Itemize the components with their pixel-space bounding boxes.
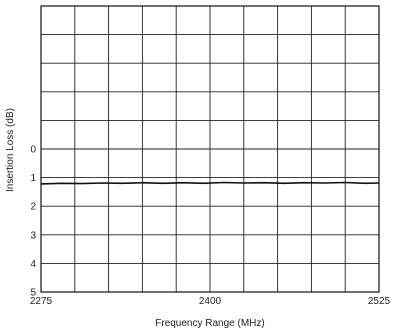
y-tick-label: 5 (30, 288, 36, 299)
series-layer (40, 181, 380, 185)
x-tick-label: 2400 (199, 296, 222, 307)
grid-lines (41, 6, 379, 292)
y-tick-label: 2 (30, 202, 36, 213)
y-tick-labels: 0 1 2 3 4 5 (30, 145, 36, 299)
y-tick-label: 1 (30, 173, 36, 184)
x-tick-labels: 2275 2400 2525 (30, 296, 391, 307)
y-tick-label: 4 (30, 259, 36, 270)
x-tick-label: 2525 (368, 296, 391, 307)
x-axis-title: Frequency Range (MHz) (155, 318, 264, 329)
plot-frame (40, 5, 380, 293)
y-axis-title: Insertion Loss (dB) (5, 108, 16, 192)
series-line-0 (40, 181, 380, 185)
x-tick-label: 2275 (30, 296, 53, 307)
y-tick-label: 0 (30, 145, 36, 156)
y-tick-label: 3 (30, 230, 36, 241)
